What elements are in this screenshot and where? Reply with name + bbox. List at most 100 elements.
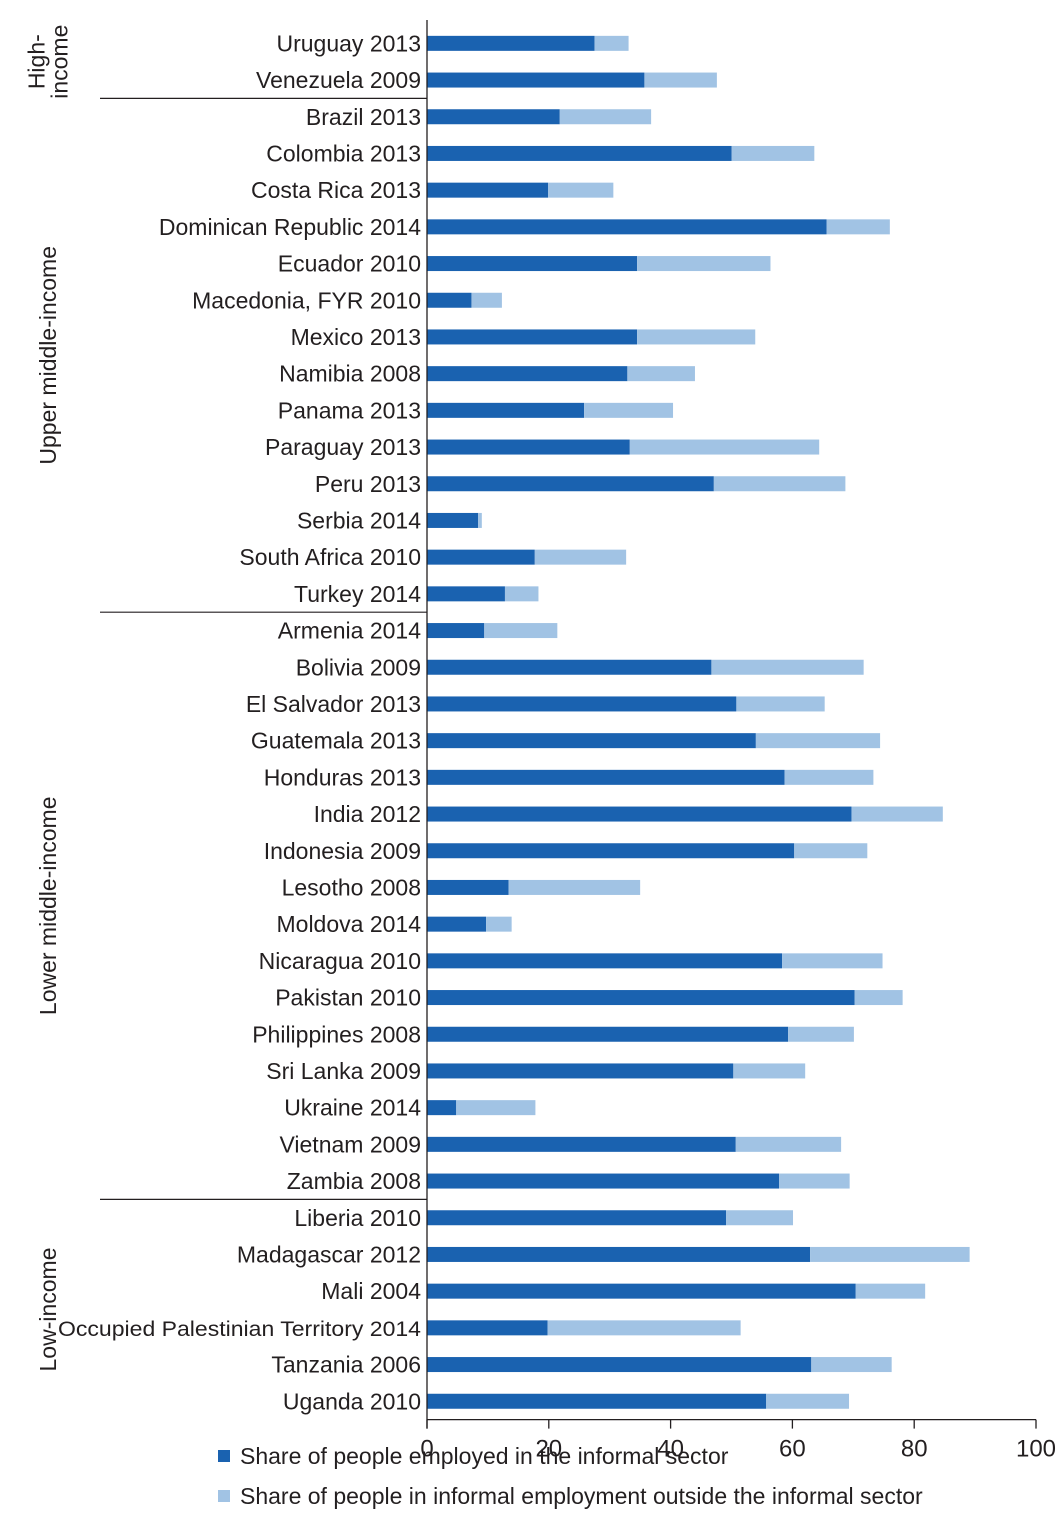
bar-informal-sector-indonesia-2009: [427, 843, 795, 859]
bar-outside-informal-sector-serbia-2014: [478, 512, 482, 528]
bar-informal-sector-occupied-palestinian-territory-2014: [427, 1320, 548, 1336]
x-axis-ticks: 0 20 40 60 80 100: [420, 1419, 1056, 1463]
category-label-costa-rica-2013: Costa Rica 2013: [251, 177, 421, 203]
bar-informal-sector-macedonia-fyr-2010: [427, 292, 472, 308]
category-label-armenia-2014: Armenia 2014: [278, 618, 421, 644]
legend-label-informal-sector: Share of people employed in the informal…: [240, 1442, 729, 1469]
bar-informal-sector-costa-rica-2013: [427, 182, 549, 198]
bar-outside-informal-sector-pakistan-2010: [854, 990, 903, 1006]
category-label-turkey-2014: Turkey 2014: [294, 581, 421, 607]
bar-outside-informal-sector-dominican-republic-2014: [826, 219, 890, 235]
category-label-serbia-2014: Serbia 2014: [297, 507, 421, 533]
bar-outside-informal-sector-south-africa-2010: [534, 549, 627, 565]
category-label-tanzania-2006: Tanzania 2006: [271, 1352, 421, 1378]
x-tick-label-0: 0: [420, 1436, 433, 1463]
bar-informal-sector-liberia-2010: [427, 1210, 727, 1226]
bar-outside-informal-sector-armenia-2014: [484, 623, 558, 639]
bar-informal-sector-pakistan-2010: [427, 990, 855, 1006]
category-label-india-2012: India 2012: [314, 801, 421, 827]
bar-outside-informal-sector-liberia-2010: [726, 1210, 794, 1226]
category-label-venezuela-2009: Venezuela 2009: [256, 67, 421, 93]
bar-informal-sector-paraguay-2013: [427, 439, 630, 455]
bar-outside-informal-sector-lesotho-2008: [508, 879, 641, 895]
bar-outside-informal-sector-brazil-2013: [559, 109, 652, 125]
bar-outside-informal-sector-bolivia-2009: [711, 659, 864, 675]
bar-outside-informal-sector-nicaragua-2010: [782, 953, 883, 969]
bar-informal-sector-tanzania-2006: [427, 1357, 812, 1373]
bar-informal-sector-venezuela-2009: [427, 72, 645, 88]
bar-informal-sector-honduras-2013: [427, 769, 785, 785]
bar-informal-sector-sri-lanka-2009: [427, 1063, 734, 1079]
bar-outside-informal-sector-uganda-2010: [766, 1393, 850, 1409]
bar-outside-informal-sector-venezuela-2009: [644, 72, 717, 88]
bar-outside-informal-sector-ecuador-2010: [637, 256, 771, 272]
legend-swatch-informal-sector: [218, 1450, 230, 1462]
category-label-pakistan-2010: Pakistan 2010: [275, 985, 421, 1011]
bar-outside-informal-sector-tanzania-2006: [811, 1357, 892, 1373]
category-labels: Uruguay 2013 Venezuela 2009 Brazil 2013 Col…: [58, 30, 421, 1414]
category-label-moldova-2014: Moldova 2014: [277, 911, 422, 937]
bar-outside-informal-sector-peru-2013: [713, 476, 846, 492]
category-label-ukraine-2014: Ukraine 2014: [284, 1095, 421, 1121]
category-label-madagascar-2012: Madagascar 2012: [237, 1241, 421, 1267]
category-label-panama-2013: Panama 2013: [278, 397, 421, 423]
bar-informal-sector-lesotho-2008: [427, 879, 509, 895]
bar-outside-informal-sector-paraguay-2013: [629, 439, 820, 455]
bar-informal-sector-colombia-2013: [427, 145, 732, 161]
category-label-paraguay-2013: Paraguay 2013: [265, 434, 421, 460]
bar-informal-sector-ukraine-2014: [427, 1100, 457, 1116]
category-label-ecuador-2010: Ecuador 2010: [278, 251, 421, 277]
legend-item-informal-sector: Share of people employed in the informal…: [218, 1436, 923, 1476]
bar-outside-informal-sector-occupied-palestinian-territory-2014: [547, 1320, 741, 1336]
bar-outside-informal-sector-ukraine-2014: [456, 1100, 536, 1116]
category-label-indonesia-2009: Indonesia 2009: [264, 838, 421, 864]
bar-informal-sector-ecuador-2010: [427, 256, 638, 272]
legend-label-outside-informal-sector: Share of people in informal employment o…: [240, 1482, 923, 1509]
bar-informal-sector-brazil-2013: [427, 109, 560, 125]
bar-informal-sector-uruguay-2013: [427, 35, 595, 51]
bar-outside-informal-sector-namibia-2008: [627, 366, 695, 382]
bar-outside-informal-sector-mexico-2013: [637, 329, 756, 345]
category-label-mexico-2013: Mexico 2013: [291, 324, 421, 350]
bar-informal-sector-dominican-republic-2014: [427, 219, 827, 235]
category-label-liberia-2010: Liberia 2010: [294, 1205, 421, 1231]
category-label-el-salvador-2013: El Salvador 2013: [246, 691, 421, 717]
category-label-sri-lanka-2009: Sri Lanka 2009: [266, 1058, 421, 1084]
bar-outside-informal-sector-madagascar-2012: [810, 1246, 970, 1262]
x-tick-label-100: 100: [1016, 1436, 1056, 1463]
category-label-brazil-2013: Brazil 2013: [306, 104, 421, 130]
bar-informal-sector-turkey-2014: [427, 586, 505, 602]
bar-outside-informal-sector-turkey-2014: [504, 586, 539, 602]
category-label-nicaragua-2010: Nicaragua 2010: [259, 948, 421, 974]
income-group-labels: High-income Upper middle-income Lower midd…: [24, 25, 73, 1372]
x-tick-label-20: 20: [535, 1436, 562, 1463]
bar-outside-informal-sector-mali-2004: [855, 1283, 926, 1299]
bar-informal-sector-philippines-2008: [427, 1026, 789, 1042]
bar-informal-sector-guatemala-2013: [427, 733, 756, 749]
bar-informal-sector-mexico-2013: [427, 329, 638, 345]
bar-outside-informal-sector-uruguay-2013: [594, 35, 629, 51]
category-label-peru-2013: Peru 2013: [315, 471, 421, 497]
bar-informal-sector-zambia-2008: [427, 1173, 780, 1189]
bar-informal-sector-mali-2004: [427, 1283, 856, 1299]
bar-informal-sector-el-salvador-2013: [427, 696, 737, 712]
bar-informal-sector-armenia-2014: [427, 623, 485, 639]
x-tick-label-80: 80: [901, 1436, 928, 1463]
bar-outside-informal-sector-el-salvador-2013: [736, 696, 825, 712]
bar-outside-informal-sector-zambia-2008: [779, 1173, 850, 1189]
bar-outside-informal-sector-honduras-2013: [784, 769, 874, 785]
bar-informal-sector-peru-2013: [427, 476, 714, 492]
bar-outside-informal-sector-vietnam-2009: [735, 1136, 842, 1152]
x-tick-label-40: 40: [657, 1436, 684, 1463]
group-separators: [100, 97, 427, 1201]
legend: Share of people employed in the informal…: [218, 1436, 923, 1516]
legend-item-outside-informal-sector: Share of people in informal employment o…: [218, 1476, 923, 1516]
category-label-colombia-2013: Colombia 2013: [266, 140, 421, 166]
category-label-uruguay-2013: Uruguay 2013: [277, 30, 422, 56]
category-label-dominican-republic-2014: Dominican Republic 2014: [159, 214, 421, 240]
bar-outside-informal-sector-panama-2013: [584, 402, 674, 418]
group-label-low-income: Low-income: [35, 1248, 61, 1372]
category-label-macedonia-fyr-2010: Macedonia, FYR 2010: [192, 287, 421, 313]
category-label-occupied-palestinian-territory-2014: Occupied Palestinian Territory 2014: [58, 1318, 421, 1341]
